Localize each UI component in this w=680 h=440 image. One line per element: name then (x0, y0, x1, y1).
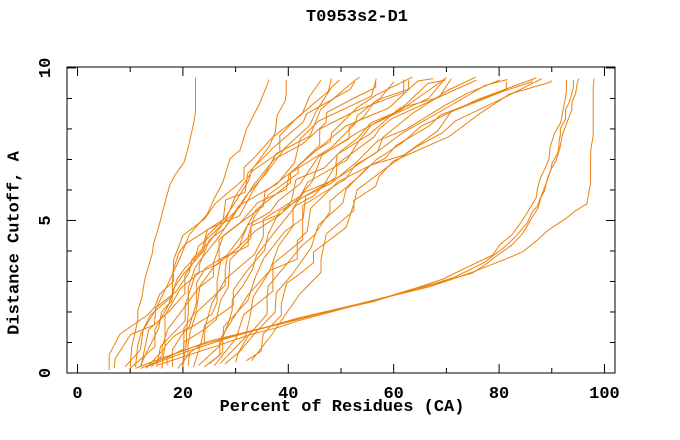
model-curve (245, 78, 543, 362)
model-curve (135, 80, 575, 369)
chart-title: T0953s2-D1 (305, 8, 409, 27)
model-curve (113, 78, 332, 369)
model-curve (166, 80, 410, 366)
model-curve (214, 79, 508, 366)
model-curve (251, 80, 552, 362)
x-tick-label: 100 (589, 385, 620, 404)
x-tick-label: 80 (489, 385, 509, 404)
model-curve (235, 80, 533, 363)
model-curve (156, 78, 595, 366)
y-tick-label: 10 (37, 58, 56, 78)
x-tick-label: 20 (173, 385, 193, 404)
x-tick-label: 0 (72, 385, 82, 404)
model-curve (140, 80, 287, 366)
model-curve (187, 79, 445, 366)
y-tick-label: 0 (37, 368, 56, 378)
x-axis-title: Percent of Residues (CA) (219, 398, 465, 417)
model-curve (182, 77, 447, 367)
y-tick-label: 5 (37, 215, 56, 225)
x-tick-label: 60 (383, 385, 403, 404)
model-curve (193, 78, 452, 368)
model-curve (145, 78, 580, 368)
model-curve (177, 79, 446, 369)
model-curve (108, 79, 322, 370)
model-curve (129, 77, 196, 367)
model-curve (150, 79, 405, 368)
model-curve (219, 81, 507, 365)
model-curve (224, 77, 537, 365)
model-curve (135, 79, 270, 367)
x-tick-label: 40 (278, 385, 298, 404)
model-curve (145, 78, 377, 369)
model-curve (208, 79, 500, 365)
model-curve (124, 81, 356, 368)
model-curve (182, 79, 340, 367)
model-curve (203, 76, 477, 368)
